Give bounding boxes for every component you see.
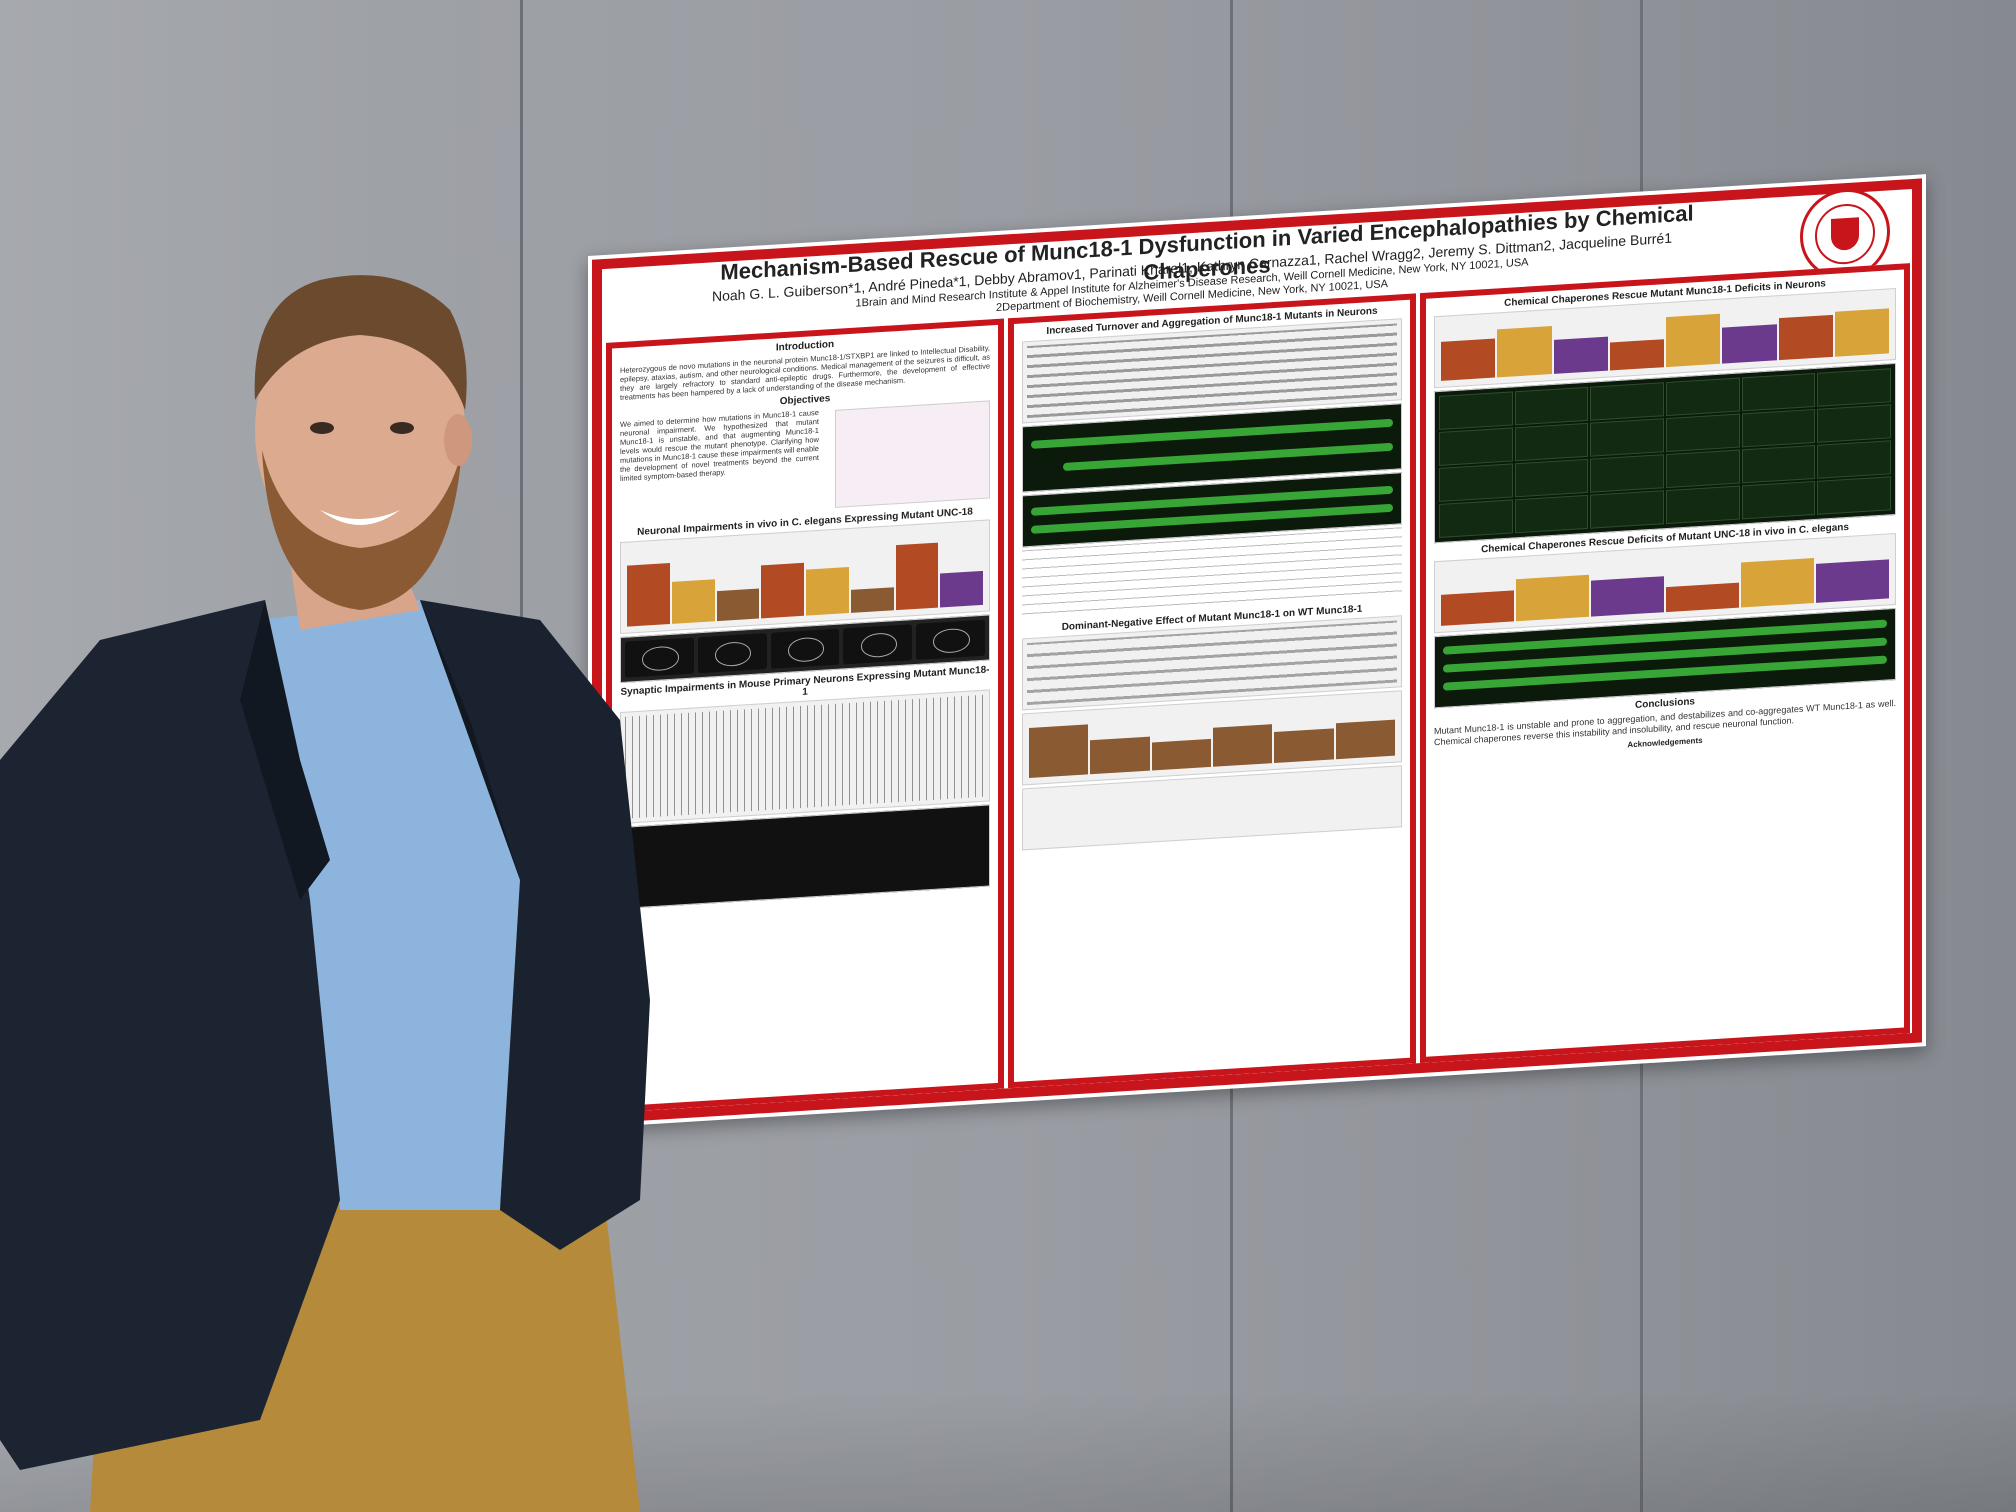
bar <box>1274 728 1334 764</box>
bar <box>1816 559 1889 603</box>
neuron-image-cell <box>1665 485 1740 525</box>
bar <box>716 588 760 622</box>
jacket-lapel <box>420 600 520 880</box>
neuron-image-cell <box>1665 377 1740 417</box>
blot-bands <box>1027 323 1397 419</box>
neuron-image-cell <box>1514 386 1589 426</box>
bar <box>1834 308 1889 357</box>
bar <box>761 562 804 619</box>
neuron-image-cell <box>1439 463 1513 502</box>
worm-image <box>697 633 767 674</box>
bar <box>1609 339 1664 371</box>
neuron-image-cell <box>1665 449 1740 489</box>
bar <box>895 542 939 611</box>
neuron-image-cell <box>1439 391 1513 430</box>
neuron-image-cell <box>1817 440 1891 479</box>
research-poster: Mechanism-Based Rescue of Munc18-1 Dysfu… <box>588 174 1926 1128</box>
bar <box>1335 719 1395 760</box>
neuron-image-cell <box>1590 490 1664 529</box>
blot-bands <box>1027 620 1397 706</box>
worm-image <box>843 624 913 665</box>
bar <box>1441 338 1496 381</box>
neuron-image-cell <box>1439 499 1513 538</box>
poster-column-right: Chemical Chaperones Rescue Mutant Munc18… <box>1420 263 1910 1064</box>
jacket-lapel <box>240 600 330 900</box>
gfp-neurite <box>1031 418 1393 449</box>
bar <box>1741 558 1814 608</box>
neuron-image-cell <box>1741 408 1816 448</box>
neuron-image-cell <box>1817 476 1891 515</box>
presenter-person <box>0 275 650 1512</box>
jacket-right-panel <box>420 600 650 1250</box>
neuron-grid-figure <box>1434 362 1896 544</box>
neuron-image-cell <box>1741 372 1816 412</box>
bar <box>1441 590 1514 626</box>
bar <box>1778 314 1833 361</box>
bar <box>1212 723 1273 767</box>
bar <box>1666 582 1739 613</box>
face <box>255 295 465 565</box>
neuron-image-cell <box>1514 494 1589 534</box>
bar <box>1029 724 1089 779</box>
neuron-image-cell <box>1514 422 1589 462</box>
bar <box>1497 326 1552 378</box>
protein-structure-figure <box>834 400 990 508</box>
bar-group <box>1029 700 1395 779</box>
gfp-neurite <box>1063 442 1393 471</box>
neuron-image-cell <box>1590 454 1664 493</box>
poster-column-middle: Increased Turnover and Aggregation of Mu… <box>1008 293 1416 1089</box>
neuron-image-cell <box>1817 368 1891 407</box>
ear <box>444 414 472 466</box>
bar <box>940 570 983 608</box>
neuron-image-cell <box>1665 413 1740 453</box>
bar <box>1666 313 1721 368</box>
bar <box>1516 574 1589 622</box>
bar <box>1591 575 1664 617</box>
bar <box>1090 737 1150 775</box>
neuron-image-cell <box>1741 480 1816 520</box>
neuron-image-cell <box>1514 458 1589 498</box>
bar <box>1553 337 1608 374</box>
neuron-image-cell <box>1817 404 1891 443</box>
jacket-left-panel <box>0 600 340 1470</box>
bar <box>850 587 894 613</box>
left-eye <box>310 422 334 434</box>
bar <box>1722 323 1777 364</box>
neuron-image-grid <box>1439 368 1891 538</box>
smile <box>320 510 400 525</box>
neuron-image-cell <box>1439 427 1513 466</box>
bar <box>806 567 849 616</box>
right-eye <box>390 422 414 434</box>
beard <box>262 450 462 610</box>
neuron-image-cell <box>1590 382 1664 421</box>
worm-image <box>770 628 840 669</box>
bar <box>1151 738 1211 771</box>
hair <box>254 275 467 410</box>
worm-image <box>916 619 985 660</box>
neuron-image-cell <box>1741 444 1816 484</box>
neuron-image-cell <box>1590 418 1664 457</box>
